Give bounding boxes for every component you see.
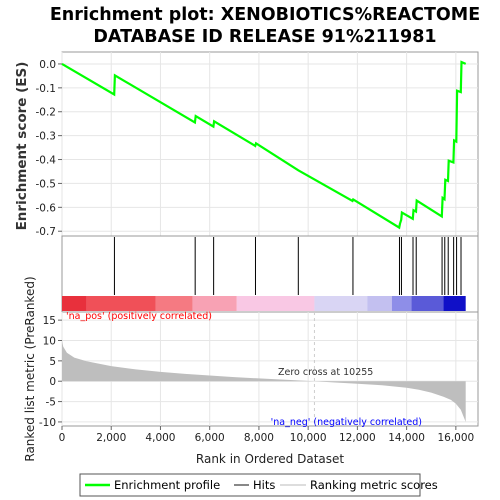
es-panel: 0.0 -0.1 -0.2 -0.3 -0.4 -0.5 -0.6 -0.7 Enrichme… (14, 51, 479, 238)
color-band (62, 296, 87, 311)
color-band (443, 296, 466, 311)
color-band (367, 296, 392, 311)
es-tick-label: -0.6 (36, 202, 57, 214)
metric-tick-label: -10 (39, 417, 56, 429)
hit-markers (113, 237, 462, 295)
es-y-ticks: 0.0 -0.1 -0.2 -0.3 -0.4 -0.5 -0.6 -0.7 (36, 59, 62, 238)
x-tick-label: 0 (59, 432, 66, 444)
es-plot-area (61, 51, 479, 237)
legend-enrichment-profile-label: Enrichment profile (114, 478, 220, 492)
x-tick-label: 6,000 (195, 432, 225, 444)
color-band (236, 296, 315, 311)
es-tick-label: -0.5 (36, 178, 57, 190)
es-tick-label: -0.1 (36, 83, 57, 95)
x-tick-label: 8,000 (244, 432, 274, 444)
es-tick-label: 0.0 (39, 59, 56, 71)
x-tick-label: 2,000 (96, 432, 126, 444)
negative-correlation-label: 'na_neg' (negatively correlated) (271, 417, 422, 428)
color-band (314, 296, 368, 311)
x-tick-label: 16,000 (437, 432, 474, 444)
x-tick-label: 12,000 (339, 432, 376, 444)
metric-tick-label: 10 (43, 336, 56, 348)
color-band (411, 296, 444, 311)
es-tick-label: -0.4 (36, 155, 57, 167)
chart-title-line2: DATABASE ID RELEASE 91%211981 (93, 27, 436, 47)
zero-cross-label: Zero cross at 10255 (278, 367, 373, 378)
es-tick-label: -0.7 (36, 226, 57, 238)
legend-box (79, 473, 421, 497)
metric-y-ticks: 15 10 5 0 -5 -10 (39, 315, 62, 429)
legend: Enrichment profile Hits Ranking metric s… (79, 473, 438, 497)
x-tick-label: 10,000 (290, 432, 327, 444)
legend-hits-label: Hits (253, 478, 275, 492)
color-band (391, 296, 412, 311)
x-tick-label: 14,000 (388, 432, 425, 444)
metric-tick-label: 0 (49, 376, 56, 388)
ranking-metric-area (62, 340, 466, 422)
color-band (155, 296, 193, 311)
metric-tick-label: 5 (49, 356, 56, 368)
x-tick-label: 4,000 (145, 432, 175, 444)
enrichment-profile-line (61, 60, 467, 230)
hits-panel (61, 235, 479, 313)
metric-grid (61, 312, 478, 426)
es-grid (61, 52, 478, 236)
positive-correlation-label: 'na_pos' (positively correlated) (66, 311, 212, 322)
metric-tick-label: 15 (43, 315, 56, 327)
es-tick-label: -0.3 (36, 131, 57, 143)
color-band (192, 296, 237, 311)
color-band (86, 296, 156, 311)
x-ticks: 0 2,000 4,000 6,000 8,000 10,000 12,000 14,000 1… (59, 426, 474, 444)
chart-title-line1: Enrichment plot: XENOBIOTICS%REACTOME (50, 5, 480, 25)
metric-tick-label: -5 (46, 397, 56, 409)
metric-y-axis-label: Ranked list metric (PreRanked) (23, 276, 37, 461)
es-y-axis-label: Enrichment score (ES) (14, 62, 30, 231)
es-tick-label: -0.2 (36, 107, 57, 119)
x-axis-label: Rank in Ordered Dataset (196, 452, 344, 466)
legend-ranking-metric-label: Ranking metric scores (310, 478, 438, 492)
rank-color-bar (62, 296, 466, 311)
metric-panel: 15 10 5 0 -5 -10 0 2,000 4,000 6,000 8,000 10,000 1… (23, 276, 479, 466)
